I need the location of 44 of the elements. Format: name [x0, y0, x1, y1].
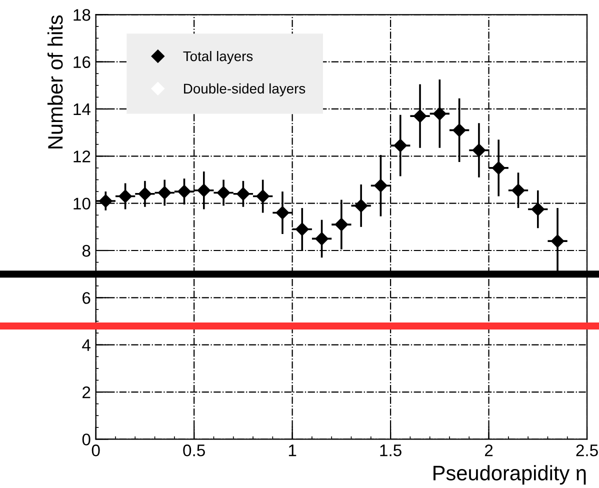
point: [354, 199, 368, 212]
point: [138, 187, 152, 200]
y-tick-label: 0: [82, 434, 90, 446]
point: [118, 190, 132, 203]
point: [452, 124, 466, 137]
x-tick-label: 0: [92, 444, 100, 456]
point: [334, 218, 348, 232]
y-tick-label: 18: [74, 9, 90, 21]
x-tick-label: 0.5: [183, 444, 205, 456]
y-tick-label: 14: [74, 104, 90, 116]
point: [178, 184, 191, 198]
point: [531, 202, 544, 216]
point: [236, 187, 250, 200]
point: [492, 161, 506, 175]
y-tick-label: 6: [82, 292, 90, 304]
point: [216, 186, 230, 200]
point: [394, 138, 407, 152]
y-axis-title: Number of hits: [47, 15, 63, 148]
legend-label: Total layers: [183, 50, 253, 64]
point: [472, 144, 486, 157]
point: [99, 194, 112, 208]
y-tick-label: 10: [74, 198, 90, 210]
legend-label: Double-sided layers: [184, 83, 306, 96]
y-tick-label: 4: [82, 339, 90, 351]
point: [296, 222, 309, 236]
y-tick-label: 12: [74, 150, 90, 162]
point: [512, 184, 525, 197]
point: [374, 179, 388, 192]
y-tick-label: 2: [82, 386, 90, 398]
y-tick-label: 16: [74, 56, 90, 68]
x-tick-label: 2.5: [576, 444, 598, 456]
point: [550, 234, 564, 248]
point: [433, 107, 446, 120]
x-tick-label: 1: [288, 444, 296, 456]
y-tick-label: 8: [82, 244, 90, 257]
point: [315, 232, 328, 246]
point: [413, 109, 427, 123]
x-tick-label: 1.5: [380, 444, 402, 456]
point: [197, 184, 210, 197]
x-axis-title: Pseudorapidity η: [434, 465, 586, 485]
point: [158, 186, 172, 200]
x-tick-label: 2: [484, 444, 493, 456]
point: [256, 190, 270, 203]
point: [276, 206, 290, 220]
